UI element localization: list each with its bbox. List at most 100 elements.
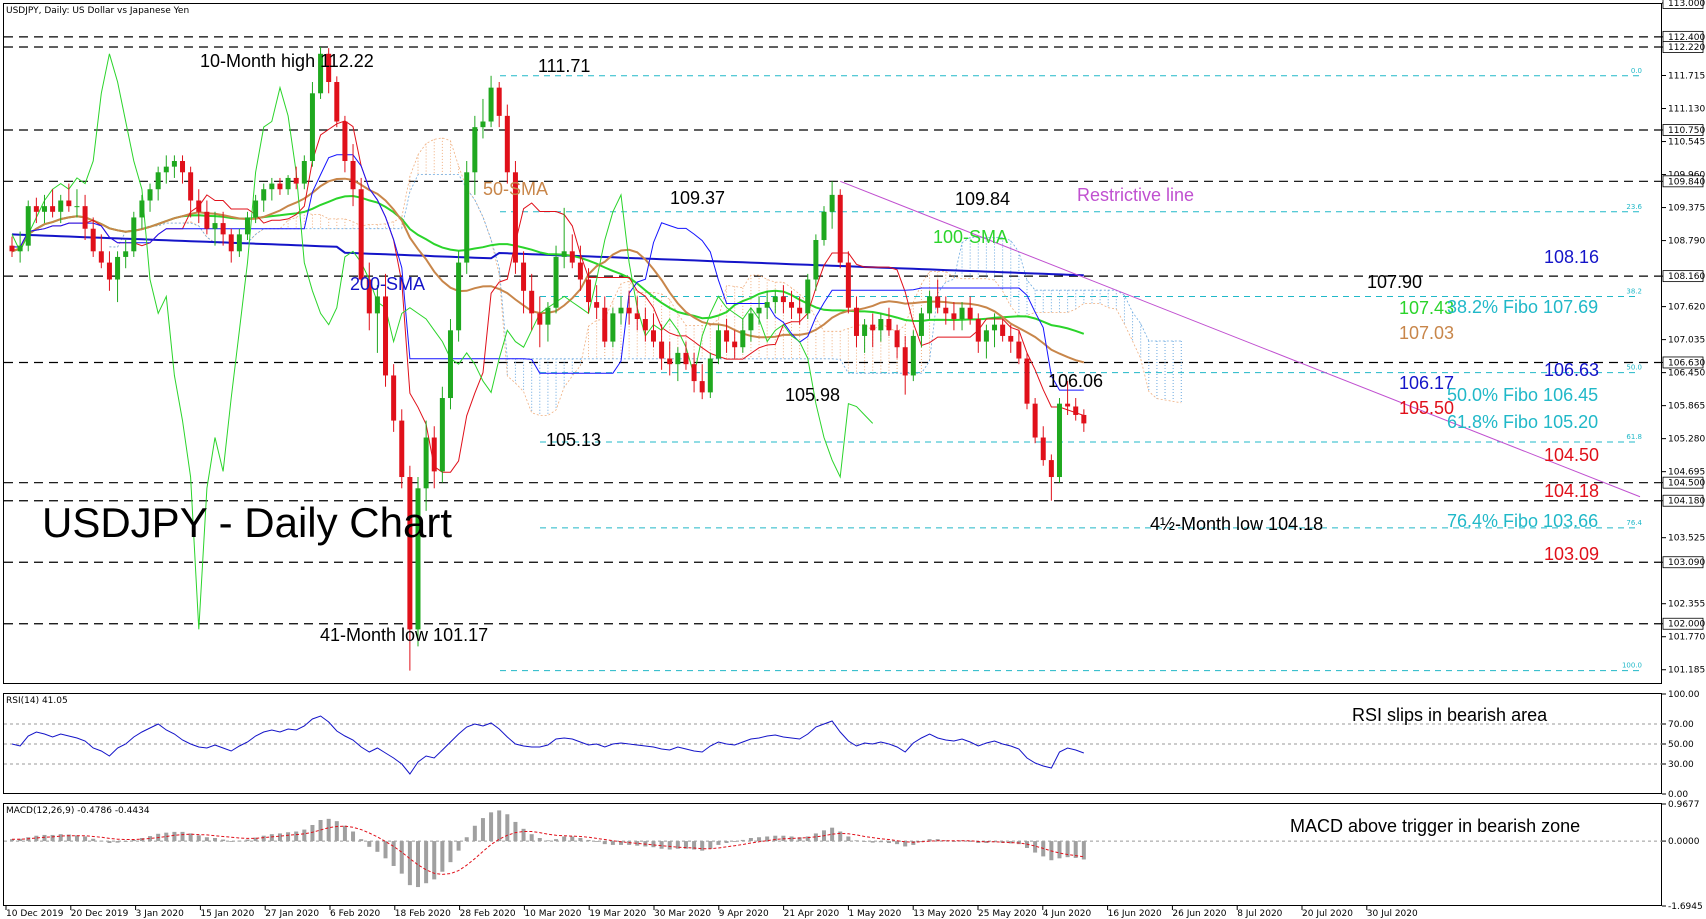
macd-bar: [464, 837, 469, 842]
macd-bar: [42, 834, 47, 842]
macd-bar: [757, 837, 762, 842]
annotation-label-11: 41-Month low 101.17: [320, 625, 488, 645]
macd-bar: [602, 841, 607, 845]
macd-bar: [58, 834, 63, 842]
annotation-label-21: 50.0% Fibo 106.45: [1447, 385, 1598, 405]
date-tick-label: 20 Jul 2020: [1302, 909, 1353, 919]
date-axis: 10 Dec 2019 20 Dec 2019 3 Jan 2020 15 Jan 2…: [5, 906, 1418, 919]
candle-body: [862, 324, 868, 336]
candles: [9, 47, 1087, 671]
macd-bar: [416, 841, 420, 888]
price-tick-label: 109.840: [1668, 177, 1705, 187]
date-tick-label: 6 Feb 2020: [330, 909, 381, 919]
price-level-box: [1662, 617, 1704, 630]
macd-annotation: MACD above trigger in bearish zone: [1290, 816, 1580, 836]
macd-bar: [456, 841, 461, 851]
price-level-box: [1662, 124, 1704, 136]
macd-bar: [164, 832, 169, 842]
macd-bar: [326, 818, 331, 842]
candle-body: [951, 313, 957, 320]
price-tick-label: 110.545: [1668, 138, 1705, 148]
candle-body: [326, 53, 332, 83]
candle-body: [756, 307, 762, 314]
rsi-tick-label: 70.00: [1668, 720, 1694, 730]
candle-body: [204, 211, 210, 229]
price-tick-label: 102.355: [1668, 600, 1705, 610]
annotation-label-15: 107.03: [1399, 323, 1454, 343]
candle-body: [561, 251, 567, 257]
annotations: 10-Month high 112.22 111.71 109.84 Restrict…: [200, 51, 1599, 836]
macd-bar: [399, 841, 404, 874]
macd-bar: [99, 840, 104, 842]
candle-body: [33, 206, 39, 212]
fib-label-5: 76.4: [1626, 519, 1642, 527]
macd-bar: [692, 841, 697, 850]
candle-body: [537, 313, 543, 325]
candle-body: [98, 251, 104, 263]
candle-body: [383, 296, 389, 376]
macd-bar: [765, 836, 770, 842]
macd-bar: [391, 841, 396, 866]
candle-body: [529, 290, 535, 314]
candle-body: [106, 262, 112, 280]
macd-bar: [18, 838, 23, 842]
chikou-line: [11, 53, 874, 630]
price-tick-label: 105.865: [1668, 402, 1705, 412]
macd-bar: [245, 839, 250, 842]
macd-bar: [123, 841, 128, 842]
price-tick-label: 111.715: [1668, 72, 1705, 82]
macd-bar: [984, 841, 989, 843]
macd-bar: [773, 835, 778, 842]
annotation-label-19: 38.2% Fibo 107.69: [1447, 297, 1598, 317]
date-tick-label: 30 Jul 2020: [1367, 909, 1418, 919]
kijun-line: [11, 154, 1084, 391]
date-tick-label: 4 Jun 2020: [1043, 909, 1092, 919]
candle-body: [1024, 358, 1030, 404]
candle-body: [845, 262, 851, 308]
price-level-box: [1662, 41, 1704, 53]
candle-body: [659, 341, 665, 359]
fib-label-1: 23.6: [1626, 203, 1642, 211]
macd-bar: [789, 836, 794, 842]
macd-bar: [740, 839, 745, 842]
macd-bar: [489, 812, 494, 842]
price-tick-label: 108.790: [1668, 237, 1705, 247]
rsi-tick-label: 0.00: [1668, 790, 1688, 800]
macd-bar: [131, 839, 136, 842]
rsi-header: RSI(14) 41.05: [6, 696, 68, 706]
candle-body: [732, 341, 738, 348]
candle-body: [699, 381, 705, 393]
candle-body: [228, 234, 234, 252]
date-tick-label: 19 Mar 2020: [589, 909, 646, 919]
candle-body: [90, 228, 96, 252]
date-tick-label: 1 May 2020: [848, 909, 901, 919]
date-tick-label: 21 Apr 2020: [784, 909, 840, 919]
fib-label-4: 61.8: [1626, 433, 1642, 441]
candle-body: [1073, 406, 1079, 415]
date-tick-label: 26 Jun 2020: [1172, 909, 1226, 919]
macd-bar: [148, 836, 153, 842]
macd-bar: [700, 841, 705, 851]
price-tick-label: 105.280: [1668, 435, 1705, 445]
candle-body: [488, 87, 494, 122]
candle-body: [131, 217, 137, 252]
macd-bar: [586, 839, 591, 842]
candle-body: [918, 313, 924, 336]
candle-body: [886, 319, 892, 331]
price-tick-label: 101.770: [1668, 633, 1705, 643]
candle-body: [139, 200, 145, 218]
candle-body: [236, 234, 242, 252]
candle-body: [577, 262, 583, 280]
annotation-label-24: 104.18: [1544, 481, 1599, 501]
candle-body: [374, 296, 380, 314]
price-tick-label: 103.525: [1668, 534, 1705, 544]
chart-header: USDJPY, Daily: US Dollar vs Japanese Yen: [6, 6, 189, 16]
annotation-label-18: 108.16: [1544, 247, 1599, 267]
candle-body: [301, 161, 307, 184]
candle-body: [439, 398, 445, 472]
candle-body: [74, 206, 80, 208]
price-tick-label: 108.160: [1668, 272, 1705, 282]
candle-body: [569, 251, 575, 263]
candle-body: [447, 330, 453, 399]
candle-body: [602, 307, 608, 342]
